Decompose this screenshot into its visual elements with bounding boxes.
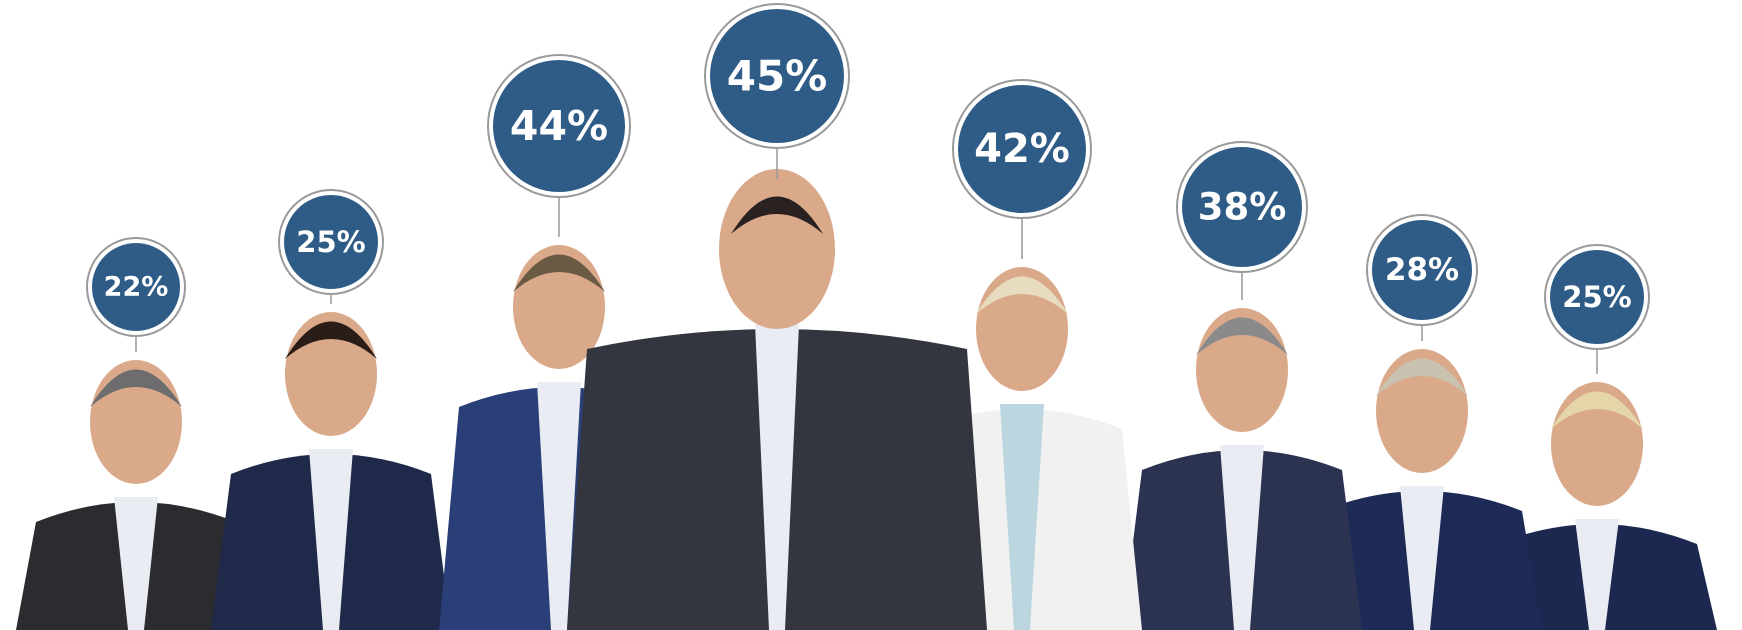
value-label: 38%: [1198, 186, 1287, 229]
person: [1122, 308, 1362, 630]
value-label: 28%: [1385, 252, 1459, 288]
value-label: 25%: [296, 225, 365, 259]
hair: [1551, 391, 1643, 429]
person: [211, 312, 451, 630]
value-label: 25%: [1562, 280, 1631, 314]
head: [719, 169, 835, 329]
hair: [1376, 358, 1468, 396]
bubble: [1550, 250, 1644, 344]
bubble: [284, 195, 378, 289]
value-label: 44%: [510, 102, 608, 150]
shirt: [755, 324, 799, 630]
bubble: [1372, 220, 1472, 320]
hair: [976, 276, 1068, 314]
person: [1302, 349, 1542, 630]
bubble: [958, 85, 1086, 213]
person: [16, 360, 256, 630]
person: [567, 169, 987, 630]
shirt: [1575, 519, 1619, 630]
shirt: [114, 497, 158, 630]
value-label: 42%: [974, 126, 1070, 172]
shirt: [1220, 445, 1264, 630]
shirt: [1000, 404, 1044, 630]
bubble: [92, 243, 180, 331]
hair: [731, 196, 823, 234]
hair: [1196, 317, 1288, 355]
bubble: [1182, 147, 1302, 267]
shirt: [1400, 486, 1444, 630]
hair: [285, 321, 377, 359]
value-label: 22%: [104, 272, 169, 303]
hair: [513, 254, 605, 292]
shirt: [537, 382, 581, 630]
bubble: [493, 60, 625, 192]
hair: [90, 369, 182, 407]
value-label: 45%: [727, 52, 828, 101]
shirt: [309, 449, 353, 630]
bubble: [710, 9, 844, 143]
